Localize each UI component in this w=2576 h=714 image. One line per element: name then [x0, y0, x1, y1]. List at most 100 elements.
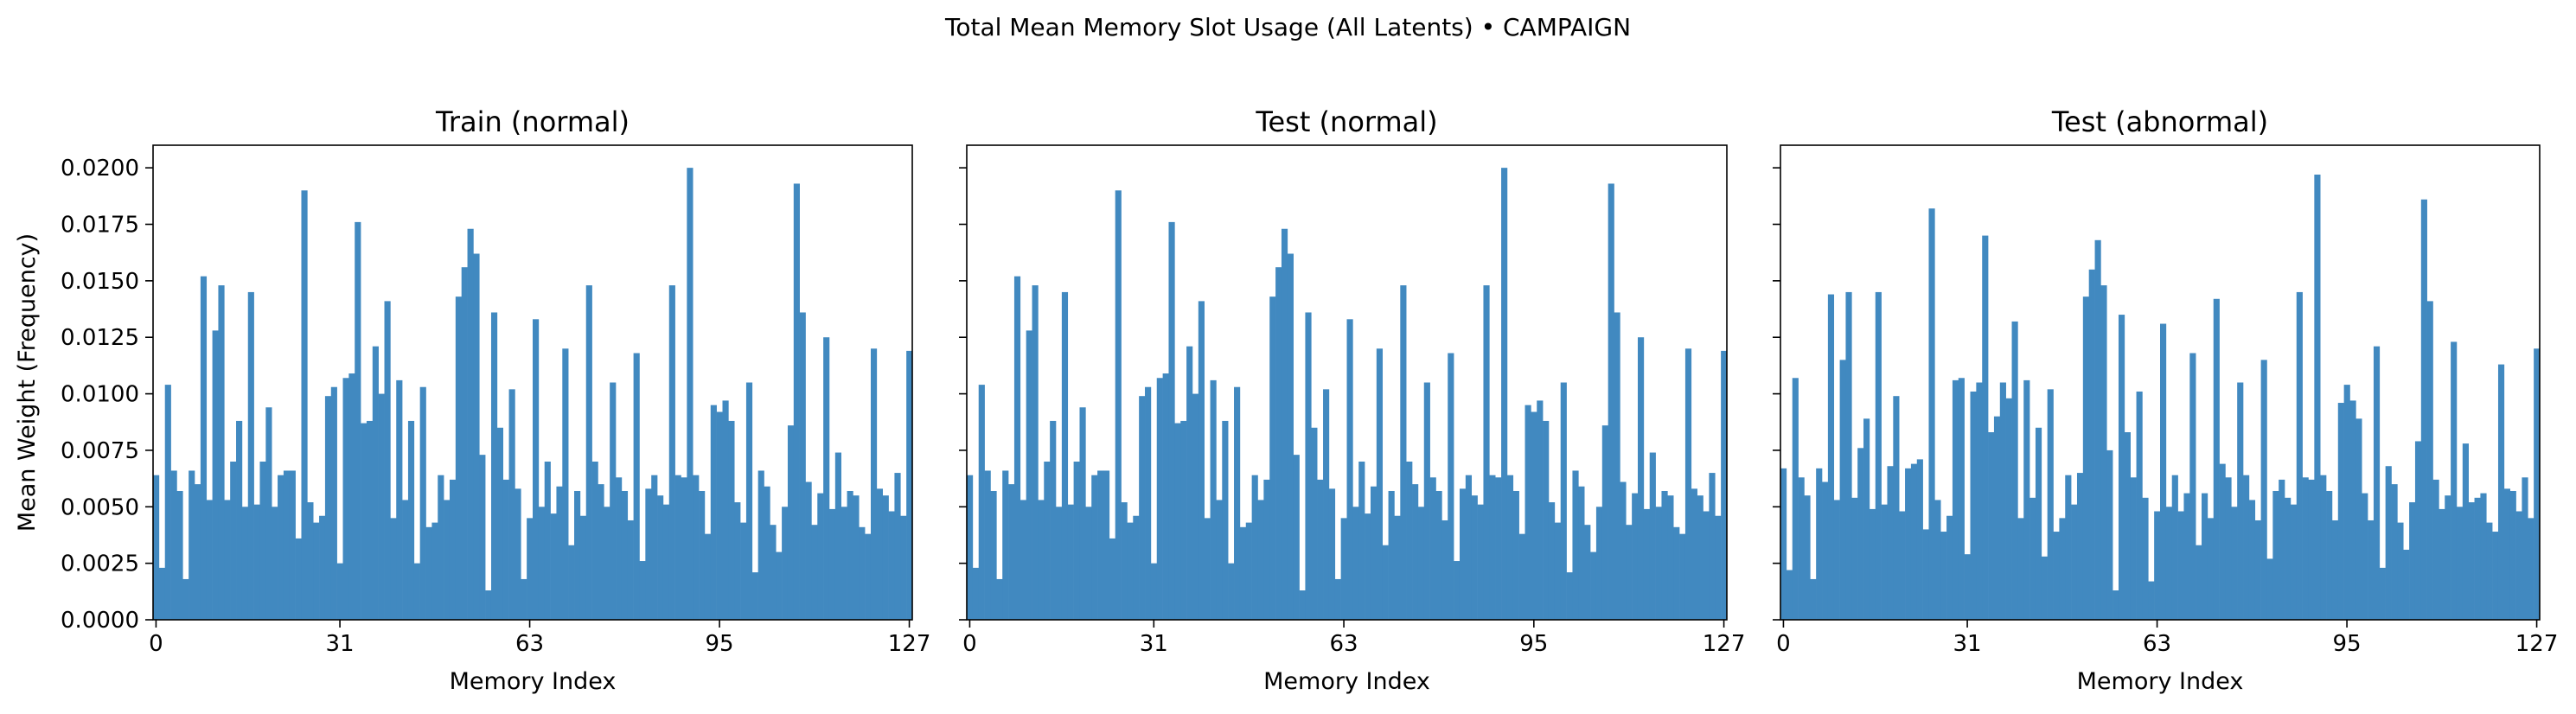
bar [247, 291, 254, 620]
chart-panel-test-abnormal: Test (abnormal) 0 31 63 95 127 Memory Index [1773, 105, 2558, 695]
bar [2355, 418, 2362, 620]
bar [1857, 448, 1864, 620]
bar [1952, 379, 1959, 620]
panel-title: Test (abnormal) [2051, 105, 2268, 138]
bar [996, 578, 1003, 620]
bar [1655, 507, 1662, 620]
panel-title: Test (normal) [1255, 105, 1437, 138]
bar [1928, 208, 1935, 620]
bar [402, 500, 409, 620]
bar [1162, 373, 1169, 620]
bar [745, 382, 753, 620]
bar [1365, 513, 1371, 620]
bar [1839, 360, 1846, 620]
bar [651, 475, 658, 620]
bar [1287, 253, 1294, 620]
bar [2522, 477, 2528, 620]
bar [967, 475, 974, 620]
bar [2130, 477, 2137, 620]
bar [734, 502, 741, 620]
bar [1875, 291, 1882, 620]
axes-frame [1780, 144, 2541, 621]
bar [2219, 463, 2226, 620]
bar [2439, 508, 2445, 620]
bar [1578, 486, 1585, 620]
bar [1394, 515, 1401, 620]
bar [1649, 452, 1656, 620]
bar [2492, 532, 2499, 620]
bar [604, 507, 610, 620]
bar [295, 538, 302, 620]
bar [2290, 504, 2298, 620]
bar [2088, 269, 2095, 620]
bars [967, 168, 1728, 621]
bar [1358, 462, 1365, 620]
y-tick-label: 0.0200 [61, 156, 139, 182]
bar [1281, 228, 1288, 620]
bar [1150, 563, 1158, 620]
bar [834, 452, 841, 620]
bar [2373, 346, 2381, 620]
bar [1721, 350, 1728, 620]
bar [1139, 396, 1146, 620]
bar [657, 495, 664, 620]
bar [158, 567, 166, 620]
bar [195, 484, 201, 620]
bar [2041, 556, 2048, 620]
bar [1554, 522, 1562, 620]
bar [230, 462, 237, 620]
bar [1679, 533, 1686, 620]
bar [2160, 323, 2167, 620]
bar [259, 462, 266, 620]
bar [2011, 321, 2018, 620]
bar [1899, 511, 1906, 620]
bar [1115, 190, 1122, 621]
bar [1234, 386, 1241, 620]
bar [1905, 468, 1912, 620]
bar [1073, 462, 1080, 620]
bar [1145, 386, 1152, 620]
bar [828, 508, 836, 620]
bar [1400, 285, 1407, 620]
bar [1822, 481, 1829, 620]
bar [218, 285, 225, 620]
bar [2308, 479, 2315, 620]
bar [2480, 493, 2487, 620]
bar [336, 563, 343, 620]
bar [1869, 508, 1876, 620]
bar [1940, 532, 1947, 620]
chart-panel-test-normal: Test (normal) 0 31 63 95 127 Memory Index [959, 105, 1745, 695]
bar [170, 470, 177, 620]
bar [704, 533, 712, 620]
bar [668, 285, 675, 620]
bar [2331, 520, 2339, 620]
bar [722, 400, 729, 620]
bar [805, 481, 812, 620]
bar [2154, 511, 2161, 620]
bar [2202, 493, 2208, 620]
bar [1293, 455, 1300, 620]
bar [2534, 348, 2541, 620]
bar [1382, 545, 1389, 620]
bar [1560, 382, 1567, 620]
bar [1038, 500, 1045, 620]
bar [853, 495, 860, 620]
bar [681, 477, 687, 620]
bar [2426, 301, 2433, 620]
bar [1056, 507, 1063, 620]
bar [1245, 522, 1252, 620]
bar [283, 470, 291, 620]
bar [1691, 488, 1697, 620]
bar [1429, 477, 1436, 620]
bar [2254, 520, 2261, 620]
bar [1251, 475, 1258, 620]
bar [1257, 500, 1264, 620]
bar [272, 507, 278, 620]
bar [502, 479, 509, 620]
bar [2349, 400, 2356, 620]
bar [1103, 470, 1110, 620]
bar [1477, 504, 1484, 620]
bar [2053, 532, 2060, 620]
x-tick-label: 95 [2333, 631, 2362, 657]
bar [1013, 276, 1021, 620]
